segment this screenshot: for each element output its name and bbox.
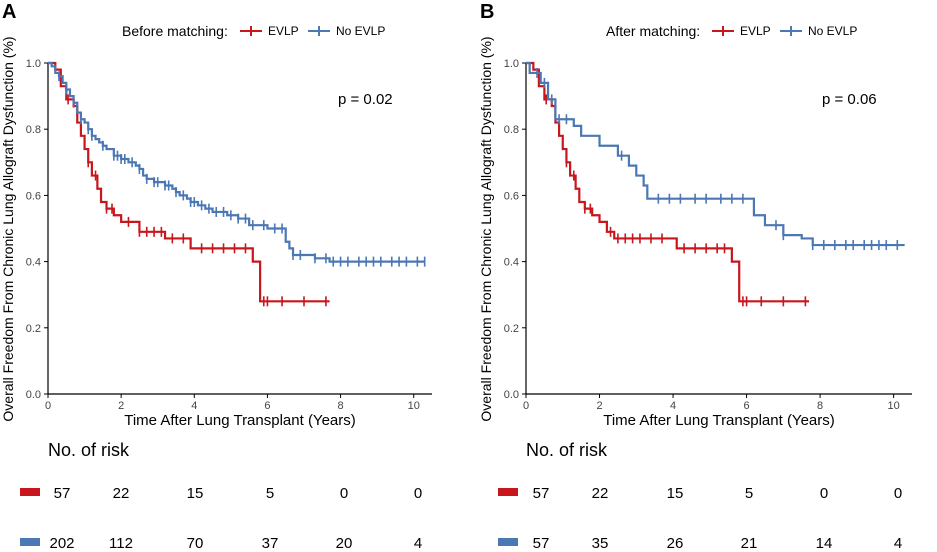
panel-a-risk-noevlp-swatch <box>20 538 40 546</box>
panel-a-legend-noevlp-label: No EVLP <box>336 24 385 38</box>
panel-b-curves <box>526 61 905 307</box>
panel-a-legend: Before matching: EVLP No EVLP <box>122 23 385 39</box>
x-tick-label: 6 <box>744 400 750 412</box>
y-tick-label: 0.4 <box>504 257 519 269</box>
panel-b-risk-table: No. of risk 57 22 15 5 0 0 57 35 26 21 1… <box>498 440 902 552</box>
x-tick-label: 4 <box>191 400 197 412</box>
km-curve-no-evlp <box>526 61 905 247</box>
x-tick-label: 0 <box>45 400 51 412</box>
panel-b-plot: 0.0 0.2 0.4 0.6 0.8 1.0 0 2 4 6 8 10 p = 0.06 Time… <box>478 36 912 429</box>
x-tick-label: 0 <box>523 400 529 412</box>
panel-a-risk-noevlp-count: 112 <box>109 535 133 552</box>
panel-a-risk-table: No. of risk 57 22 15 5 0 0 202 112 70 37… <box>20 440 422 552</box>
panel-a-risk-evlp-count: 57 <box>54 485 71 502</box>
panel-b-risk-noevlp-count: 4 <box>894 535 902 552</box>
panel-b-risk-evlp-count: 57 <box>533 485 550 502</box>
panel-b-risk-noevlp-count: 26 <box>667 535 684 552</box>
panel-a-plot: 0.0 0.2 0.4 0.6 0.8 1.0 0 2 4 6 8 10 p = 0.02 Time… <box>0 36 432 429</box>
panel-a-x-ticks: 0 2 4 6 8 10 <box>45 394 420 412</box>
y-tick-label: 0.2 <box>504 323 519 335</box>
y-tick-label: 0.4 <box>26 257 41 269</box>
y-tick-label: 0.0 <box>504 389 519 401</box>
panel-b-risk-evlp-swatch <box>498 488 518 496</box>
panel-b-legend-evlp-label: EVLP <box>740 24 771 38</box>
y-tick-label: 0.2 <box>26 323 41 335</box>
panel-a-label: A <box>2 1 16 23</box>
panel-a-risk-evlp-count: 15 <box>187 485 204 502</box>
x-tick-label: 8 <box>338 400 344 412</box>
km-curve-no-evlp <box>48 61 425 263</box>
panel-b-risk-evlp-count: 15 <box>667 485 684 502</box>
panel-b-risk-noevlp-count: 35 <box>592 535 609 552</box>
panel-b-x-axis-title: Time After Lung Transplant (Years) <box>603 412 835 429</box>
panel-a: A Before matching: EVLP No EVLP 0.00.20.… <box>0 1 432 552</box>
panel-a-legend-evlp-label: EVLP <box>268 24 299 38</box>
y-tick-label: 0.0 <box>26 389 41 401</box>
panel-a-p-value: p = 0.02 <box>338 91 393 108</box>
panel-a-risk-evlp-swatch <box>20 488 40 496</box>
panel-a-risk-noevlp-count: 70 <box>187 535 204 552</box>
panel-b-y-ticks: 0.0 0.2 0.4 0.6 0.8 1.0 <box>504 58 526 401</box>
y-tick-label: 1.0 <box>26 58 41 70</box>
panel-a-risk-noevlp-count: 4 <box>414 535 422 552</box>
panel-a-curves <box>48 61 426 307</box>
panel-a-risk-evlp-count: 5 <box>266 485 274 502</box>
x-tick-label: 10 <box>887 400 899 412</box>
panel-b-risk-noevlp-count: 21 <box>741 535 758 552</box>
panel-b-risk-evlp-count: 0 <box>820 485 828 502</box>
panel-b-risk-evlp-count: 22 <box>592 485 609 502</box>
panel-b-legend: After matching: EVLP No EVLP <box>606 23 857 39</box>
panel-b-y-axis-title: Overall Freedom From Chronic Lung Allogr… <box>478 36 494 421</box>
x-tick-label: 8 <box>817 400 823 412</box>
km-curve-evlp <box>526 61 810 303</box>
panel-b-risk-noevlp-count: 14 <box>816 535 833 552</box>
x-tick-label: 6 <box>264 400 270 412</box>
panel-a-y-ticks: 0.0 0.2 0.4 0.6 0.8 1.0 <box>26 58 48 401</box>
x-tick-label: 10 <box>408 400 420 412</box>
panel-b-risk-evlp-count: 5 <box>745 485 753 502</box>
x-tick-label: 4 <box>670 400 676 412</box>
panel-b-label: B <box>480 1 494 23</box>
panel-a-risk-noevlp-count: 20 <box>336 535 353 552</box>
y-tick-label: 1.0 <box>504 58 519 70</box>
panel-a-risk-noevlp-count: 37 <box>262 535 279 552</box>
panel-b-risk-noevlp-count: 57 <box>533 535 550 552</box>
panel-a-risk-evlp-count: 0 <box>414 485 422 502</box>
x-tick-label: 2 <box>118 400 124 412</box>
panel-b-p-value: p = 0.06 <box>822 91 877 108</box>
x-tick-label: 2 <box>596 400 602 412</box>
y-tick-label: 0.6 <box>26 190 41 202</box>
panel-b-risk-evlp-count: 0 <box>894 485 902 502</box>
panel-b-legend-noevlp-label: No EVLP <box>808 24 857 38</box>
panel-a-y-axis-title: Overall Freedom From Chronic Lung Allogr… <box>0 36 16 421</box>
panel-a-risk-evlp-count: 22 <box>113 485 130 502</box>
km-curve-evlp <box>48 61 330 303</box>
panel-b-legend-title: After matching: <box>606 23 700 39</box>
panel-a-risk-table-title: No. of risk <box>48 440 130 460</box>
y-tick-label: 0.8 <box>504 124 519 136</box>
panel-a-risk-noevlp-count: 202 <box>49 535 74 552</box>
y-tick-label: 0.6 <box>504 190 519 202</box>
panel-b-risk-table-title: No. of risk <box>526 440 608 460</box>
panel-b-risk-noevlp-swatch <box>498 538 518 546</box>
panel-a-risk-evlp-count: 0 <box>340 485 348 502</box>
panel-b: B After matching: EVLP No EVLP 0.0 0.2 0.4… <box>478 1 912 552</box>
y-tick-label: 0.8 <box>26 124 41 136</box>
panel-a-legend-title: Before matching: <box>122 23 228 39</box>
panel-a-x-axis-title: Time After Lung Transplant (Years) <box>124 412 356 429</box>
panel-b-x-ticks: 0 2 4 6 8 10 <box>523 394 900 412</box>
